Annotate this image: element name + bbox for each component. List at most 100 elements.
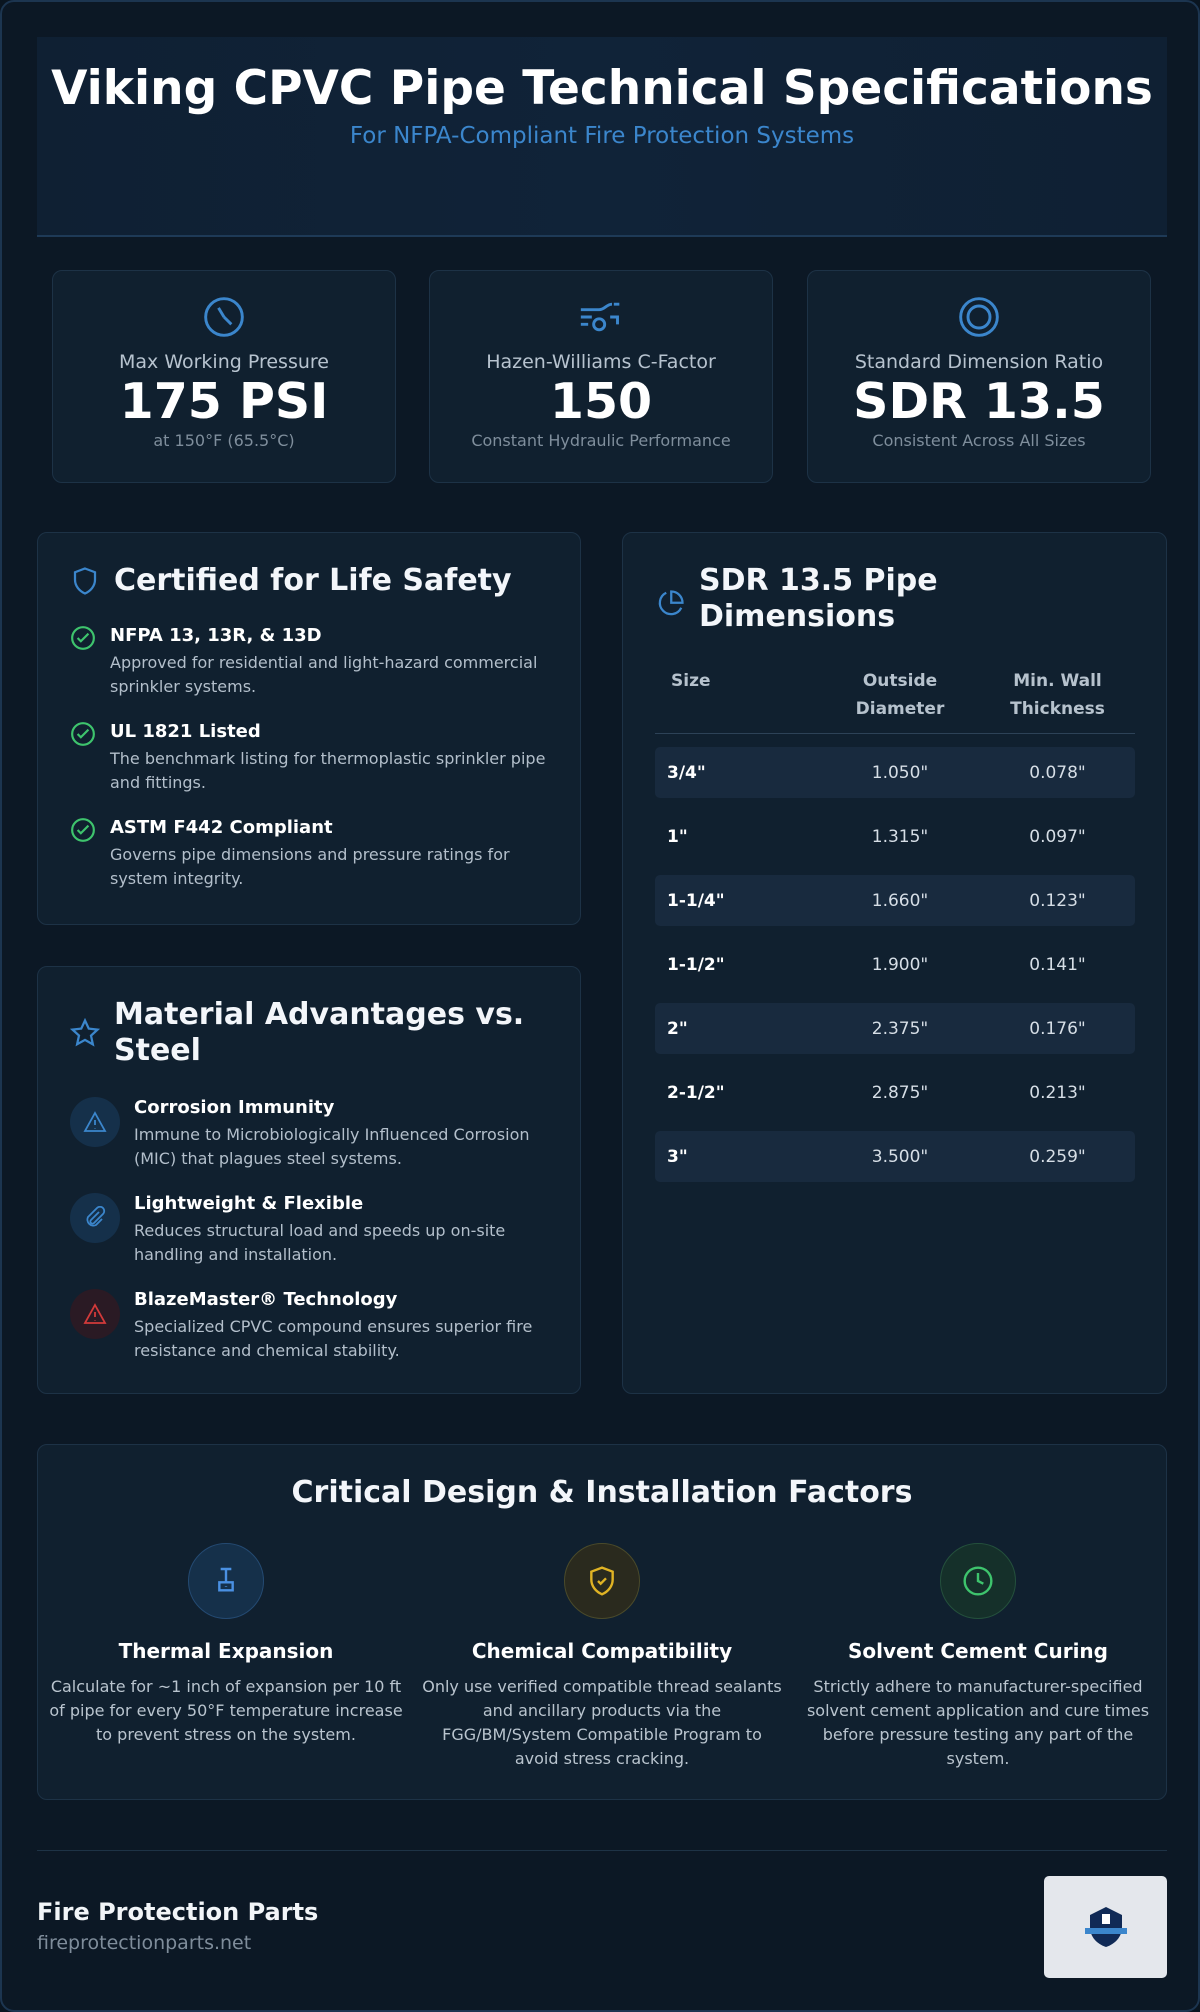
- factor-item: Chemical Compatibility Only use verified …: [422, 1543, 782, 1771]
- stat-card: Max Working Pressure 175 PSI at 150°F (6…: [52, 270, 396, 483]
- table-cell: 0.097": [1029, 826, 1086, 847]
- table-cell: 0.123": [980, 875, 1135, 926]
- table-row: 1" 1.315" 0.097": [655, 811, 1135, 862]
- stat-label: Standard Dimension Ratio: [854, 351, 1104, 373]
- item-title: Solvent Cement Curing: [848, 1639, 1108, 1663]
- item-title: UL 1821 Listed: [110, 721, 261, 742]
- item-text: The benchmark listing for thermoplastic …: [110, 749, 546, 792]
- table-row: 3" 3.500" 0.259": [655, 1131, 1135, 1182]
- item-text: Approved for residential and light-hazar…: [110, 653, 538, 696]
- table-cell: 2.875": [871, 1082, 929, 1103]
- icon: [70, 1289, 120, 1339]
- cert-item: UL 1821 Listed The benchmark listing for …: [70, 721, 548, 795]
- cert-item: ASTM F442 Compliant Governs pipe dimensio…: [70, 817, 548, 891]
- icon: [580, 302, 620, 332]
- subtitle: For NFPA-Compliant Fire Protection Syste…: [349, 123, 855, 149]
- item-title: Thermal Expansion: [118, 1639, 334, 1663]
- table-cell: 2-1/2": [667, 1082, 725, 1103]
- table-cell: 1": [667, 826, 688, 847]
- icon: [940, 1543, 1016, 1619]
- item-title: BlazeMaster® Technology: [134, 1289, 398, 1310]
- table-cell: 0.213": [1029, 1082, 1086, 1103]
- factors: Critical Design & Installation Factors T…: [37, 1444, 1167, 1800]
- icon: [188, 1543, 264, 1619]
- stat-card: Standard Dimension Ratio SDR 13.5 Consis…: [807, 270, 1151, 483]
- advantage-item: Corrosion Immunity Immune to Microbiologi…: [70, 1097, 548, 1171]
- icon: [959, 297, 999, 337]
- table-cell: 3": [655, 1131, 820, 1182]
- item-title: Corrosion Immunity: [134, 1097, 335, 1118]
- section-title: SDR 13.5 Pipe Dimensions: [699, 563, 938, 634]
- item-text: Governs pipe dimensions and pressure rat…: [110, 845, 510, 888]
- item-text: Strictly adhere to manufacturer-specifie…: [806, 1677, 1150, 1768]
- factor-item: Solvent Cement Curing Strictly adhere to …: [798, 1543, 1158, 1771]
- column-header: Min. Wall Thickness: [980, 666, 1135, 734]
- stat-note: Consistent Across All Sizes: [872, 431, 1086, 450]
- company-name: Fire Protection Parts: [37, 1898, 319, 1926]
- table-row: 1-1/4" 1.660" 0.123": [655, 875, 1135, 926]
- section-title: Certified for Life Safety: [114, 563, 512, 598]
- table-cell: 1.900": [871, 954, 929, 975]
- table-cell: 1-1/4": [655, 875, 820, 926]
- stat-note: at 150°F (65.5°C): [153, 431, 295, 450]
- table-cell: 3/4": [655, 747, 820, 798]
- item-title: Chemical Compatibility: [471, 1639, 733, 1663]
- check-icon: [71, 626, 95, 650]
- table-cell: 1.315": [871, 826, 929, 847]
- certifications: Certified for Life Safety NFPA 13, 13R, …: [37, 532, 581, 925]
- logo: [1044, 1876, 1167, 1978]
- icon: [204, 297, 244, 337]
- factor-item: Thermal Expansion Calculate for ~1 inch o…: [46, 1543, 406, 1771]
- stat-label: Max Working Pressure: [119, 351, 329, 373]
- advantage-item: Lightweight & Flexible Reduces structural…: [70, 1193, 548, 1267]
- table-cell: 0.078": [980, 747, 1135, 798]
- company-url: fireprotectionparts.net: [37, 1932, 252, 1954]
- stat-card: Hazen-Williams C-Factor 150 Constant Hyd…: [429, 270, 773, 483]
- check-icon: [71, 722, 95, 746]
- title: Viking CPVC Pipe Technical Specification…: [51, 61, 1153, 116]
- table-cell: 0.259": [980, 1131, 1135, 1182]
- item-text: Specialized CPVC compound ensures superi…: [134, 1317, 533, 1360]
- header: Viking CPVC Pipe Technical Specification…: [37, 37, 1167, 237]
- section-title: Critical Design & Installation Factors: [291, 1475, 913, 1510]
- item-text: Reduces structural load and speeds up on…: [134, 1221, 506, 1264]
- item-text: Calculate for ~1 inch of expansion per 1…: [49, 1677, 403, 1744]
- column-header: Size: [655, 666, 820, 734]
- divider: [37, 1850, 1167, 1851]
- table-cell: 3.500": [820, 1131, 980, 1182]
- icon: [658, 590, 684, 616]
- table-cell: 1-1/2": [667, 954, 725, 975]
- stat-value: SDR 13.5: [853, 373, 1105, 430]
- dimensions: SDR 13.5 Pipe Dimensions Size Outside Dia…: [622, 532, 1167, 1394]
- section-title: Material Advantages vs. Steel: [114, 997, 525, 1068]
- advantage-item: BlazeMaster® Technology Specialized CPVC …: [70, 1289, 548, 1363]
- item-title: Lightweight & Flexible: [134, 1193, 364, 1214]
- stat-value: 150: [549, 373, 653, 430]
- advantages: Material Advantages vs. Steel Corrosion …: [37, 966, 581, 1394]
- dimension-table: Size Outside Diameter Min. Wall Thickness …: [655, 653, 1135, 1195]
- stat-note: Constant Hydraulic Performance: [471, 431, 731, 450]
- table-cell: 0.176": [980, 1003, 1135, 1054]
- item-text: Only use verified compatible thread seal…: [422, 1677, 782, 1768]
- cert-item: NFPA 13, 13R, & 13D Approved for resident…: [70, 625, 548, 699]
- stat-value: 175 PSI: [119, 373, 329, 430]
- icon: [70, 1193, 120, 1243]
- item-title: ASTM F442 Compliant: [110, 817, 333, 838]
- table-cell: 1.050": [820, 747, 980, 798]
- table-cell: 0.141": [1029, 954, 1086, 975]
- icon: [73, 567, 97, 595]
- item-title: NFPA 13, 13R, & 13D: [110, 625, 322, 646]
- table-row: 2-1/2" 2.875" 0.213": [655, 1067, 1135, 1118]
- table-row: 3/4" 1.050" 0.078": [655, 747, 1135, 798]
- item-text: Immune to Microbiologically Influenced C…: [134, 1125, 530, 1168]
- table-cell: 1.660": [820, 875, 980, 926]
- icon: [70, 1097, 120, 1147]
- icon: [70, 1018, 100, 1047]
- table-row: 2" 2.375" 0.176": [655, 1003, 1135, 1054]
- icon: [564, 1543, 640, 1619]
- table-cell: 2": [655, 1003, 820, 1054]
- check-icon: [71, 818, 95, 842]
- table-cell: 2.375": [820, 1003, 980, 1054]
